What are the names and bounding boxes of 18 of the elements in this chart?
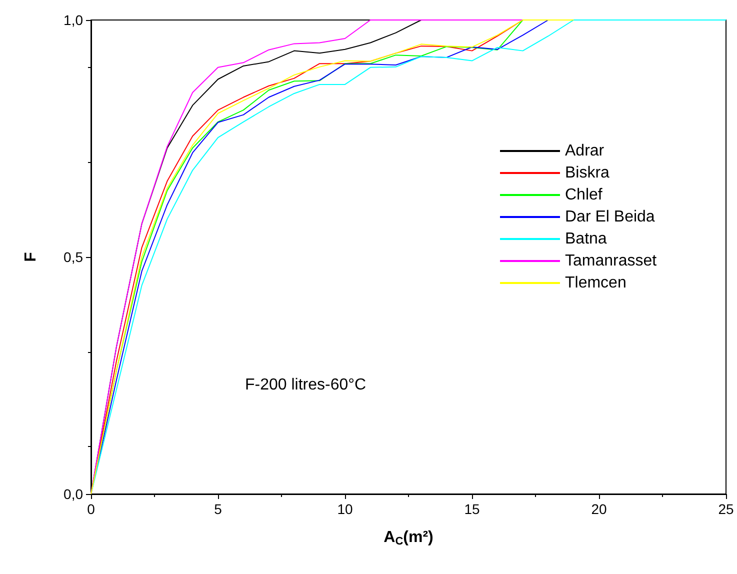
legend-label: Tlemcen	[565, 274, 626, 292]
y-axis-title: F	[22, 252, 40, 262]
legend-label: Chlef	[565, 186, 603, 204]
x-tick-label: 25	[718, 501, 734, 517]
x-tick-label: 5	[214, 501, 222, 517]
y-tick-label: 0,5	[64, 249, 84, 265]
x-tick-label: 0	[87, 501, 96, 517]
x-tick-label: 15	[464, 501, 480, 517]
legend-label: Adrar	[565, 142, 605, 160]
y-tick-label: 1,0	[64, 12, 84, 28]
legend-label: Biskra	[565, 164, 610, 182]
annotation: F-200 litres-60°C	[245, 376, 366, 394]
x-tick-label: 10	[337, 501, 353, 517]
legend-label: Tamanrasset	[565, 252, 658, 270]
legend-label: Batna	[565, 230, 607, 248]
legend-label: Dar El Beida	[565, 208, 655, 226]
y-tick-label: 0,0	[64, 486, 84, 502]
x-tick-label: 20	[591, 501, 607, 517]
